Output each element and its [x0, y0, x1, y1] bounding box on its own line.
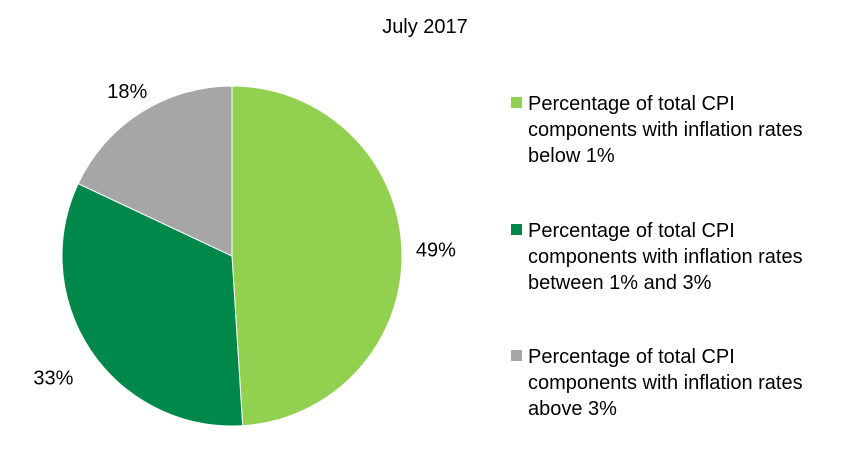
legend-swatch: [511, 97, 522, 108]
legend-label: Percentage of total CPI components with …: [528, 93, 803, 167]
data-label-1: 33%: [33, 367, 73, 389]
legend-label: Percentage of total CPI components with …: [528, 346, 803, 420]
pie-slice-0: [231, 85, 403, 427]
pie-slice-1: [61, 182, 244, 427]
legend-swatch: [511, 224, 522, 235]
data-label-2: 18%: [107, 81, 147, 103]
chart-title: July 2017: [382, 16, 468, 38]
pie-slice-2: [77, 85, 233, 257]
legend-label: Percentage of total CPI components with …: [528, 220, 803, 294]
legend-swatch: [511, 350, 522, 361]
data-label-0: 49%: [416, 240, 456, 262]
